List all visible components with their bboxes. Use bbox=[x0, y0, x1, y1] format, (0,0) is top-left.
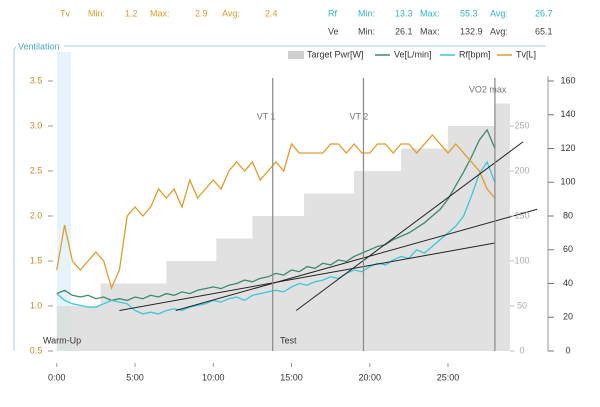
panel-title: Ventilation bbox=[18, 41, 60, 51]
y2-tick-label: 100 bbox=[514, 255, 529, 265]
stat-label: Min: bbox=[88, 8, 105, 18]
x-tick-label: 5:00 bbox=[126, 372, 144, 382]
y3-tick-label: 100 bbox=[560, 177, 575, 187]
y2-tick-label: 0 bbox=[519, 345, 524, 355]
y3-tick-label: 0 bbox=[565, 345, 570, 355]
y2-tick-label: 250 bbox=[514, 120, 529, 130]
y2-tick-label: 50 bbox=[517, 300, 527, 310]
y3-tick-label: 120 bbox=[560, 143, 575, 153]
stat-value: 65.1 bbox=[535, 26, 553, 36]
legend-label: Tv[L] bbox=[516, 49, 536, 59]
stat-name: Rf bbox=[328, 8, 337, 18]
y2-tick-label: 200 bbox=[514, 165, 529, 175]
series-line bbox=[56, 134, 496, 290]
y-tick-label: 2.5 bbox=[30, 165, 43, 175]
stat-name: Tv bbox=[60, 8, 70, 18]
stat-label: Avg: bbox=[490, 26, 508, 36]
series-line bbox=[56, 128, 496, 302]
x-tick-label: 0:00 bbox=[48, 372, 66, 382]
stat-label: Max: bbox=[420, 8, 440, 18]
y3-tick-label: 140 bbox=[560, 109, 575, 119]
y-tick-label: 1.0 bbox=[30, 300, 43, 310]
series-line bbox=[56, 160, 496, 315]
stat-value: 1.2 bbox=[125, 8, 138, 18]
threshold-label: VT 2 bbox=[349, 111, 368, 121]
stat-label: Min: bbox=[358, 8, 375, 18]
y3-tick-label: 160 bbox=[560, 75, 575, 85]
legend-label: Target Pwr[W] bbox=[307, 49, 364, 59]
phase-label: Test bbox=[280, 335, 297, 345]
stat-value: 26.7 bbox=[535, 8, 553, 18]
y-tick-label: 2.0 bbox=[30, 210, 43, 220]
y3-tick-label: 40 bbox=[563, 278, 573, 288]
trend-line bbox=[175, 208, 538, 311]
stat-value: 132.9 bbox=[460, 26, 483, 36]
stat-value: 55.3 bbox=[460, 8, 478, 18]
legend-swatch bbox=[288, 51, 304, 59]
x-tick-label: 15:00 bbox=[280, 372, 303, 382]
legend-label: Ve[L/min] bbox=[394, 49, 432, 59]
trend-line bbox=[119, 242, 496, 311]
stat-name: Ve bbox=[328, 26, 339, 36]
phase-label: Warm-Up bbox=[43, 335, 81, 345]
warmup-band bbox=[57, 52, 71, 351]
y-tick-label: 0.5 bbox=[30, 345, 43, 355]
y3-tick-label: 60 bbox=[563, 244, 573, 254]
stat-label: Avg: bbox=[222, 8, 240, 18]
y-tick-label: 3.0 bbox=[30, 120, 43, 130]
title-bg bbox=[16, 41, 64, 52]
y-tick-label: 3.5 bbox=[30, 75, 43, 85]
stat-value: 2.4 bbox=[265, 8, 278, 18]
stat-label: Min: bbox=[358, 26, 375, 36]
trend-line bbox=[295, 141, 524, 311]
y3-tick-label: 20 bbox=[563, 312, 573, 322]
x-tick-label: 25:00 bbox=[437, 372, 460, 382]
stat-label: Avg: bbox=[490, 8, 508, 18]
stat-value: 2.9 bbox=[195, 8, 208, 18]
x-tick-label: 20:00 bbox=[358, 372, 381, 382]
stat-value: 13.3 bbox=[395, 8, 413, 18]
x-tick-label: 10:00 bbox=[202, 372, 225, 382]
legend-label: Rf[bpm] bbox=[459, 49, 491, 59]
threshold-label: VO2 max bbox=[469, 84, 507, 94]
y-tick-label: 1.5 bbox=[30, 255, 43, 265]
stat-label: Max: bbox=[150, 8, 170, 18]
stat-label: Max: bbox=[420, 26, 440, 36]
y2-tick-label: 150 bbox=[514, 210, 529, 220]
threshold-label: VT 1 bbox=[257, 111, 276, 121]
power-area bbox=[56, 103, 510, 351]
stat-value: 26.1 bbox=[395, 26, 413, 36]
y3-tick-label: 80 bbox=[563, 210, 573, 220]
